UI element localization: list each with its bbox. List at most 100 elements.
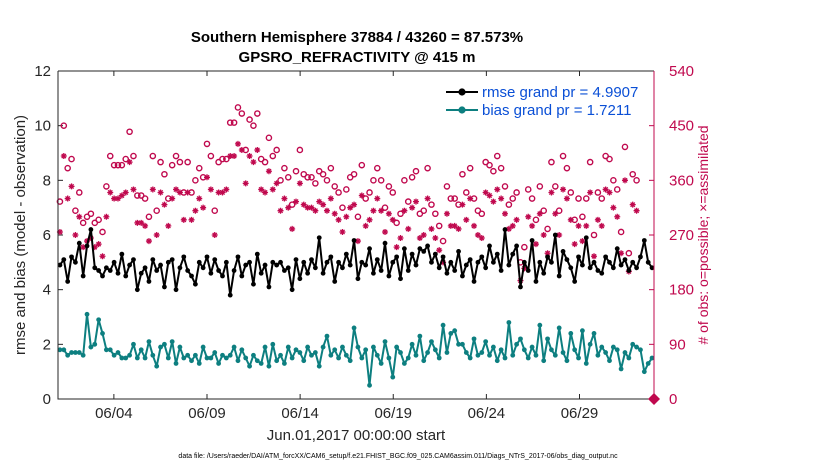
- bias-point: [394, 344, 400, 350]
- bias-point: [165, 355, 171, 361]
- right-axis-ticks: 0 90 180 270 360 450 540: [649, 63, 694, 408]
- bias-point: [448, 331, 454, 336]
- chart-title-line1: Southern Hemisphere 37884 / 43260 = 87.5…: [191, 29, 523, 46]
- bias-point: [626, 355, 632, 361]
- rmse-point: [57, 262, 63, 268]
- rmse-point: [274, 262, 280, 268]
- bias-point: [556, 325, 562, 331]
- assimilated-obs-point: [273, 180, 280, 187]
- bias-point: [235, 358, 241, 364]
- assimilated-obs-point: [149, 186, 156, 193]
- bias-point: [560, 350, 566, 355]
- bias-point: [57, 347, 63, 353]
- y-tick-label: 12: [34, 63, 51, 80]
- possible-obs-point: [397, 210, 404, 218]
- right-tick-label: 90: [669, 336, 686, 353]
- rmse-point: [378, 268, 384, 273]
- rmse-point: [641, 238, 647, 243]
- possible-obs-point: [459, 170, 466, 178]
- bias-point: [289, 355, 295, 361]
- assimilated-obs-point: [145, 238, 152, 245]
- assimilated-obs-point: [242, 180, 249, 187]
- rmse-point: [595, 268, 601, 273]
- possible-obs-point: [261, 158, 269, 166]
- rmse-point: [638, 254, 643, 260]
- possible-obs-point: [486, 161, 493, 169]
- assimilated-obs-point: [583, 222, 590, 229]
- rmse-point: [278, 259, 283, 265]
- rmse-point: [556, 273, 562, 279]
- bias-point: [618, 366, 624, 372]
- possible-obs-point: [528, 195, 536, 202]
- assimilated-obs-point: [157, 189, 164, 196]
- rmse-point: [142, 265, 148, 271]
- assimilated-obs-point: [153, 232, 160, 238]
- assimilated-obs-point: [502, 210, 508, 217]
- rmse-point: [587, 265, 593, 271]
- possible-obs-point: [559, 152, 567, 160]
- possible-obs-point: [567, 189, 575, 196]
- possible-obs-point: [389, 189, 397, 196]
- possible-obs-point: [219, 155, 226, 163]
- bias-point: [192, 352, 198, 358]
- possible-obs-point: [447, 195, 455, 202]
- bias-point: [603, 350, 609, 355]
- assimilated-obs-point: [289, 225, 296, 232]
- assimilated-obs-point: [409, 204, 416, 211]
- possible-obs-point: [56, 198, 64, 205]
- assimilated-obs-point: [277, 207, 284, 214]
- rmse-point: [436, 265, 442, 271]
- bias-point: [351, 325, 357, 331]
- possible-obs-point: [122, 155, 130, 163]
- possible-obs-point: [490, 167, 497, 175]
- rmse-point: [235, 254, 241, 260]
- possible-obs-point: [130, 152, 137, 160]
- bias-point: [533, 352, 539, 358]
- rmse-point: [154, 268, 160, 273]
- bias-point: [494, 358, 500, 364]
- assimilated-obs-point: [490, 198, 497, 205]
- possible-obs-point: [377, 177, 385, 184]
- bias-point: [107, 347, 113, 353]
- rmse-point: [645, 259, 651, 265]
- assimilated-obs-point: [56, 228, 63, 235]
- assimilated-obs-point: [509, 222, 516, 229]
- rmse-point: [347, 262, 353, 268]
- rmse-point: [549, 259, 554, 265]
- rmse-point: [634, 265, 639, 271]
- bias-point: [239, 347, 245, 353]
- rmse-point: [518, 284, 523, 290]
- bias-point: [88, 344, 94, 350]
- bias-point: [549, 347, 554, 353]
- possible-obs-point: [106, 152, 114, 160]
- bias-point: [301, 358, 307, 364]
- rmse-point: [61, 257, 67, 262]
- possible-obs-point: [284, 173, 292, 181]
- rmse-point: [192, 281, 198, 287]
- assimilated-obs-point: [614, 213, 621, 220]
- possible-obs-point: [544, 225, 551, 233]
- bias-point: [638, 347, 643, 353]
- right-tick-label: 360: [669, 172, 694, 189]
- possible-obs-point: [451, 195, 458, 202]
- rmse-point: [618, 262, 624, 268]
- rmse-point: [119, 251, 125, 257]
- possible-obs-point: [68, 155, 75, 163]
- bias-point: [103, 347, 109, 353]
- assimilated-obs-point: [463, 216, 470, 223]
- rmse-point: [568, 265, 574, 271]
- legend-rmse-label: rmse grand pr = 4.9907: [482, 84, 638, 101]
- bias-point: [76, 350, 82, 355]
- assimilated-obs-point: [382, 228, 389, 235]
- rmse-point: [158, 262, 163, 268]
- bias-point: [80, 352, 86, 358]
- rmse-point: [514, 243, 520, 249]
- bias-point: [487, 352, 492, 358]
- rmse-point: [266, 284, 272, 290]
- assimilated-obs-point: [544, 250, 551, 257]
- assimilated-obs-point: [343, 213, 350, 220]
- rmse-point: [111, 259, 117, 265]
- bias-point: [332, 347, 338, 353]
- bias-point: [96, 317, 102, 323]
- bias-point: [444, 350, 450, 355]
